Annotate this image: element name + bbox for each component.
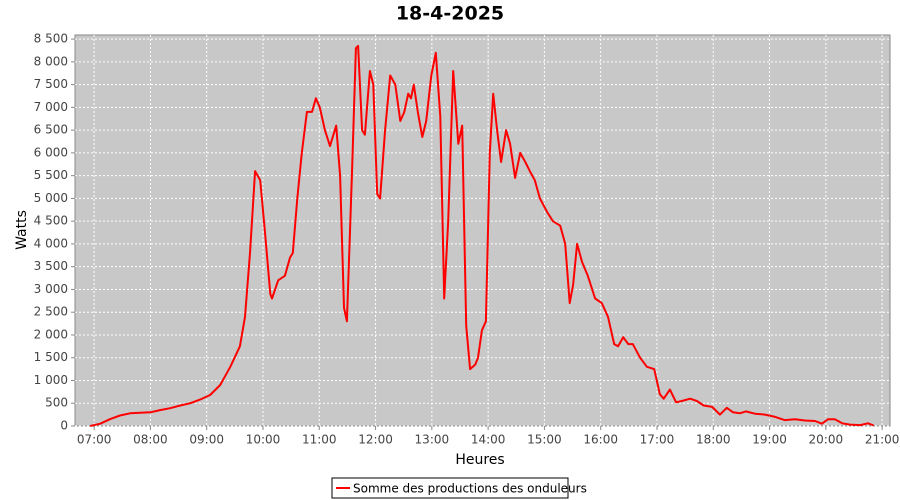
- y-tick-label: 5 500: [34, 168, 68, 182]
- x-tick-label: 13:00: [415, 433, 450, 447]
- y-tick-label: 1 000: [34, 373, 68, 387]
- y-tick-label: 500: [45, 396, 68, 410]
- x-tick-label: 20:00: [809, 433, 844, 447]
- y-tick-label: 0: [60, 419, 68, 433]
- y-tick-label: 3 000: [34, 282, 68, 296]
- plot-area: [74, 34, 891, 427]
- x-tick-label: 08:00: [133, 433, 168, 447]
- y-tick-label: 6 000: [34, 145, 68, 159]
- y-axis-label: Watts: [14, 210, 30, 250]
- x-tick-label: 12:00: [358, 433, 393, 447]
- y-tick-label: 6 500: [34, 123, 68, 137]
- x-tick-label: 09:00: [189, 433, 224, 447]
- y-tick-label: 3 500: [34, 259, 68, 273]
- y-tick-label: 4 500: [34, 214, 68, 228]
- y-tick-label: 7 500: [34, 77, 68, 91]
- x-tick-label: 16:00: [583, 433, 618, 447]
- chart-title: 18-4-2025: [396, 3, 504, 25]
- y-tick-label: 1 500: [34, 350, 68, 364]
- y-tick-label: 8 500: [34, 32, 68, 46]
- plot-layer: 0 500 1 000 1 500 2 000 2 500 3 000 3 500 4 000 4…: [34, 32, 900, 496]
- legend-label: Somme des productions des onduleurs: [353, 482, 587, 496]
- x-tick-label: 07:00: [77, 433, 112, 447]
- data-line: [89, 44, 875, 427]
- y-tick-label: 4 000: [34, 236, 68, 250]
- y-tick-label: 7 000: [34, 100, 68, 114]
- x-tick-label: 19:00: [752, 433, 787, 447]
- y-tick-label: 2 500: [34, 305, 68, 319]
- x-axis-label: Heures: [455, 452, 504, 468]
- y-tick-label: 8 000: [34, 54, 68, 68]
- y-tick-label: 2 000: [34, 327, 68, 341]
- x-tick-label: 15:00: [527, 433, 562, 447]
- x-tick-label: 18:00: [696, 433, 731, 447]
- x-tick-label: 11:00: [302, 433, 337, 447]
- x-tick-label: 10:00: [246, 433, 281, 447]
- x-tick-label: 17:00: [640, 433, 675, 447]
- legend: [331, 477, 569, 499]
- x-tick-label: 21:00: [865, 433, 900, 447]
- y-tick-label: 5 000: [34, 191, 68, 205]
- x-tick-label: 14:00: [471, 433, 506, 447]
